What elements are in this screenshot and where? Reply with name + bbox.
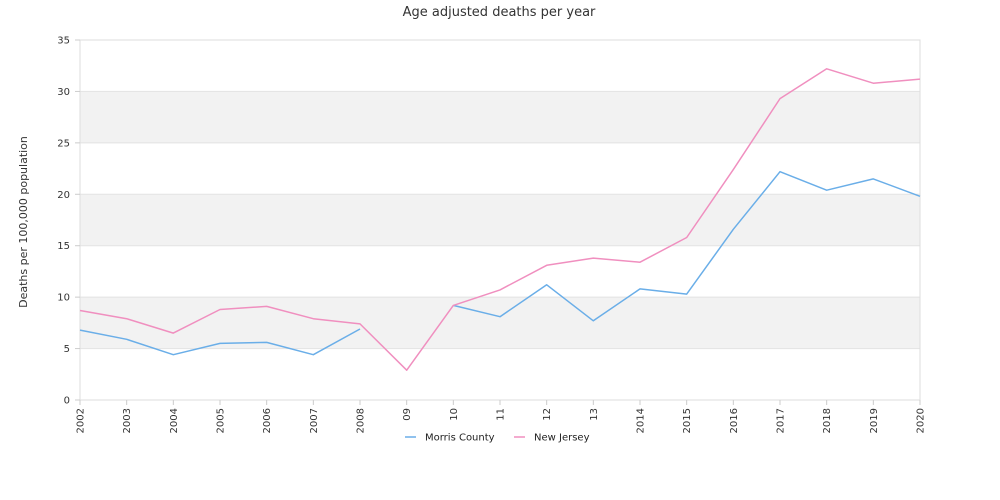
x-tick-label: 2018 — [822, 408, 833, 433]
y-tick-label: 25 — [57, 138, 70, 149]
series-line-1 — [79, 328, 361, 356]
x-tick-label: 2003 — [122, 408, 133, 433]
x-tick-label: 2014 — [636, 408, 647, 433]
x-tick-label: 12 — [542, 408, 553, 421]
series-line-1 — [453, 170, 921, 322]
grid-band — [80, 297, 920, 349]
y-tick-label: 15 — [57, 241, 70, 252]
grid-band — [80, 194, 920, 246]
y-axis-ticks: 0 5 10 15 20 25 30 35 — [57, 36, 80, 407]
legend: Morris County New Jersey — [405, 433, 590, 444]
y-tick-label: 30 — [57, 87, 70, 98]
x-tick-label: 2002 — [76, 408, 87, 433]
x-tick-label: 2008 — [356, 408, 367, 433]
legend-label: Morris County — [425, 433, 495, 444]
background-bands — [80, 91, 920, 349]
gridlines — [80, 39, 920, 401]
x-tick-label: 2007 — [309, 408, 320, 433]
chart-title: Age adjusted deaths per year — [403, 5, 596, 20]
x-tick-label: 13 — [589, 408, 600, 421]
y-axis-label: Deaths per 100,000 population — [17, 136, 30, 308]
x-tick-label: 10 — [449, 408, 460, 421]
legend-label: New Jersey — [534, 433, 590, 444]
y-tick-label: 0 — [64, 396, 70, 407]
x-tick-label: 2004 — [169, 408, 180, 433]
y-tick-label: 5 — [64, 344, 70, 355]
x-tick-label: 2006 — [262, 408, 273, 433]
x-tick-label: 2019 — [869, 408, 880, 433]
y-tick-label: 20 — [57, 190, 70, 201]
series-line-2 — [79, 68, 921, 371]
x-tick-label: 11 — [496, 408, 507, 421]
x-tick-label: 09 — [402, 408, 413, 421]
y-tick-label: 35 — [57, 36, 70, 47]
x-tick-label: 2020 — [916, 408, 927, 433]
x-tick-label: 2016 — [729, 408, 740, 433]
x-tick-label: 2005 — [216, 408, 227, 433]
x-axis-ticks: 2002 2003 2004 2005 2006 2007 2008 09 10 11 12 13 20… — [76, 400, 927, 433]
series-lines — [79, 68, 921, 371]
grid-band — [80, 91, 920, 143]
x-tick-label: 2015 — [682, 408, 693, 433]
x-tick-label: 2017 — [776, 408, 787, 433]
y-tick-label: 10 — [57, 293, 70, 304]
